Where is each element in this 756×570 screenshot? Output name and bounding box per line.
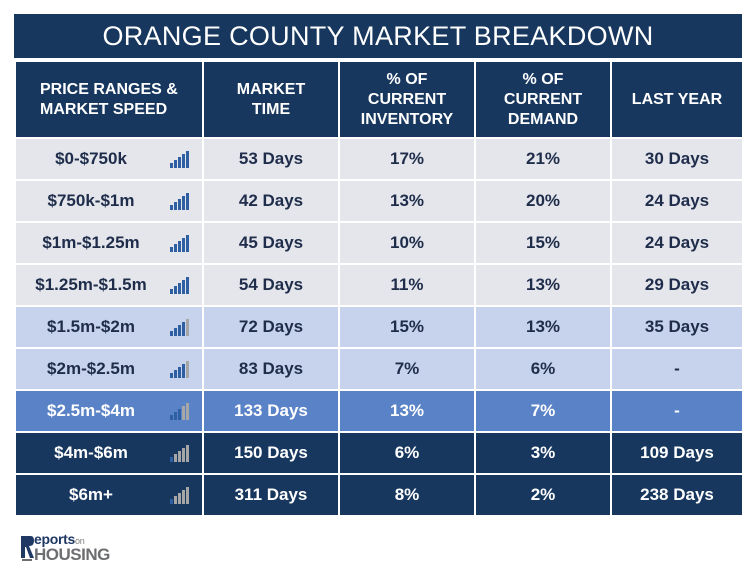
header-text: MARKET xyxy=(236,80,306,98)
inventory-cell: 7% xyxy=(338,347,476,391)
header-demand: % OF CURRENT DEMAND xyxy=(474,60,612,139)
logo-mark-icon xyxy=(21,536,34,561)
market-time-cell: 311 Days xyxy=(202,473,340,517)
price-range-cell: $0-$750k xyxy=(14,137,204,181)
price-range-label: $0-$750k xyxy=(55,149,127,168)
market-time-cell: 53 Days xyxy=(202,137,340,181)
demand-cell: 7% xyxy=(474,389,612,433)
price-range-label: $4m-$6m xyxy=(54,443,128,462)
table-row: $4m-$6m 150 Days 6% 3% 109 Days xyxy=(14,431,744,475)
logo-text-top: eportson xyxy=(34,531,85,547)
price-range-label: $2m-$2.5m xyxy=(47,359,135,378)
last-year-cell: - xyxy=(610,389,744,433)
reports-on-housing-logo: eportson HOUSING xyxy=(20,531,120,565)
header-text: CURRENT xyxy=(503,90,583,108)
inventory-cell: 13% xyxy=(338,179,476,223)
last-year-cell: - xyxy=(610,347,744,391)
last-year-cell: 35 Days xyxy=(610,305,744,349)
last-year-cell: 24 Days xyxy=(610,221,744,265)
table-row: $6m+ 311 Days 8% 2% 238 Days xyxy=(14,473,744,517)
price-range-cell: $1m-$1.25m xyxy=(14,221,204,265)
bar-signal-icon-low xyxy=(170,445,189,462)
header-text: MARKET SPEED xyxy=(40,100,168,118)
demand-cell: 6% xyxy=(474,347,612,391)
inventory-cell: 10% xyxy=(338,221,476,265)
last-year-cell: 238 Days xyxy=(610,473,744,517)
table-row: $1m-$1.25m 45 Days 10% 15% 24 Days xyxy=(14,221,744,265)
last-year-cell: 30 Days xyxy=(610,137,744,181)
table-row: $0-$750k 53 Days 17% 21% 30 Days xyxy=(14,137,744,181)
last-year-cell: 29 Days xyxy=(610,263,744,307)
price-range-label: $2.5m-$4m xyxy=(47,401,135,420)
demand-cell: 2% xyxy=(474,473,612,517)
bar-signal-icon-full xyxy=(170,277,189,294)
last-year-cell: 24 Days xyxy=(610,179,744,223)
market-time-cell: 72 Days xyxy=(202,305,340,349)
bar-signal-icon-low xyxy=(170,403,189,420)
inventory-cell: 13% xyxy=(338,389,476,433)
price-range-label: $6m+ xyxy=(69,485,113,504)
header-text: % OF xyxy=(386,70,428,88)
header-market-time: MARKET TIME xyxy=(202,60,340,139)
table-title: ORANGE COUNTY MARKET BREAKDOWN xyxy=(14,14,742,60)
header-text: TIME xyxy=(251,100,291,118)
header-last-year: LAST YEAR xyxy=(610,60,744,139)
table-row: $1.5m-$2m 72 Days 15% 13% 35 Days xyxy=(14,305,744,349)
inventory-cell: 17% xyxy=(338,137,476,181)
bar-signal-icon-partial xyxy=(170,319,189,336)
price-range-cell: $4m-$6m xyxy=(14,431,204,475)
market-time-cell: 83 Days xyxy=(202,347,340,391)
header-inventory: % OF CURRENT INVENTORY xyxy=(338,60,476,139)
price-range-label: $1.5m-$2m xyxy=(47,317,135,336)
price-range-cell: $2m-$2.5m xyxy=(14,347,204,391)
market-breakdown-table: ORANGE COUNTY MARKET BREAKDOWN PRICE RAN… xyxy=(14,14,744,517)
price-range-cell: $2.5m-$4m xyxy=(14,389,204,433)
logo-text-bottom: HOUSING xyxy=(34,545,110,564)
header-text: PRICE RANGES & xyxy=(40,80,178,98)
market-time-cell: 150 Days xyxy=(202,431,340,475)
inventory-cell: 8% xyxy=(338,473,476,517)
breakdown-grid: PRICE RANGES & MARKET SPEED MARKET TIME … xyxy=(14,60,744,517)
price-range-cell: $1.25m-$1.5m xyxy=(14,263,204,307)
inventory-cell: 6% xyxy=(338,431,476,475)
price-range-label: $1.25m-$1.5m xyxy=(35,275,147,294)
header-row: PRICE RANGES & MARKET SPEED MARKET TIME … xyxy=(14,60,744,139)
bar-signal-icon-full xyxy=(170,193,189,210)
demand-cell: 20% xyxy=(474,179,612,223)
demand-cell: 15% xyxy=(474,221,612,265)
price-range-label: $1m-$1.25m xyxy=(42,233,140,252)
demand-cell: 3% xyxy=(474,431,612,475)
price-range-cell: $6m+ xyxy=(14,473,204,517)
header-text: INVENTORY xyxy=(360,110,454,128)
last-year-cell: 109 Days xyxy=(610,431,744,475)
inventory-cell: 11% xyxy=(338,263,476,307)
price-range-label: $750k-$1m xyxy=(47,191,135,210)
market-time-cell: 54 Days xyxy=(202,263,340,307)
inventory-cell: 15% xyxy=(338,305,476,349)
bar-signal-icon-full xyxy=(170,235,189,252)
bar-signal-icon-full xyxy=(170,151,189,168)
price-range-cell: $750k-$1m xyxy=(14,179,204,223)
table-row: $750k-$1m 42 Days 13% 20% 24 Days xyxy=(14,179,744,223)
table-row: $2m-$2.5m 83 Days 7% 6% - xyxy=(14,347,744,391)
bar-signal-icon-low xyxy=(170,487,189,504)
bar-signal-icon-partial xyxy=(170,361,189,378)
market-time-cell: 133 Days xyxy=(202,389,340,433)
table-row: $1.25m-$1.5m 54 Days 11% 13% 29 Days xyxy=(14,263,744,307)
price-range-cell: $1.5m-$2m xyxy=(14,305,204,349)
market-time-cell: 45 Days xyxy=(202,221,340,265)
demand-cell: 21% xyxy=(474,137,612,181)
header-price-ranges: PRICE RANGES & MARKET SPEED xyxy=(14,60,204,139)
header-text: CURRENT xyxy=(367,90,447,108)
market-time-cell: 42 Days xyxy=(202,179,340,223)
demand-cell: 13% xyxy=(474,263,612,307)
demand-cell: 13% xyxy=(474,305,612,349)
header-text: DEMAND xyxy=(507,110,579,128)
header-text: % OF xyxy=(522,70,564,88)
header-text: LAST YEAR xyxy=(631,90,723,108)
table-row: $2.5m-$4m 133 Days 13% 7% - xyxy=(14,389,744,433)
